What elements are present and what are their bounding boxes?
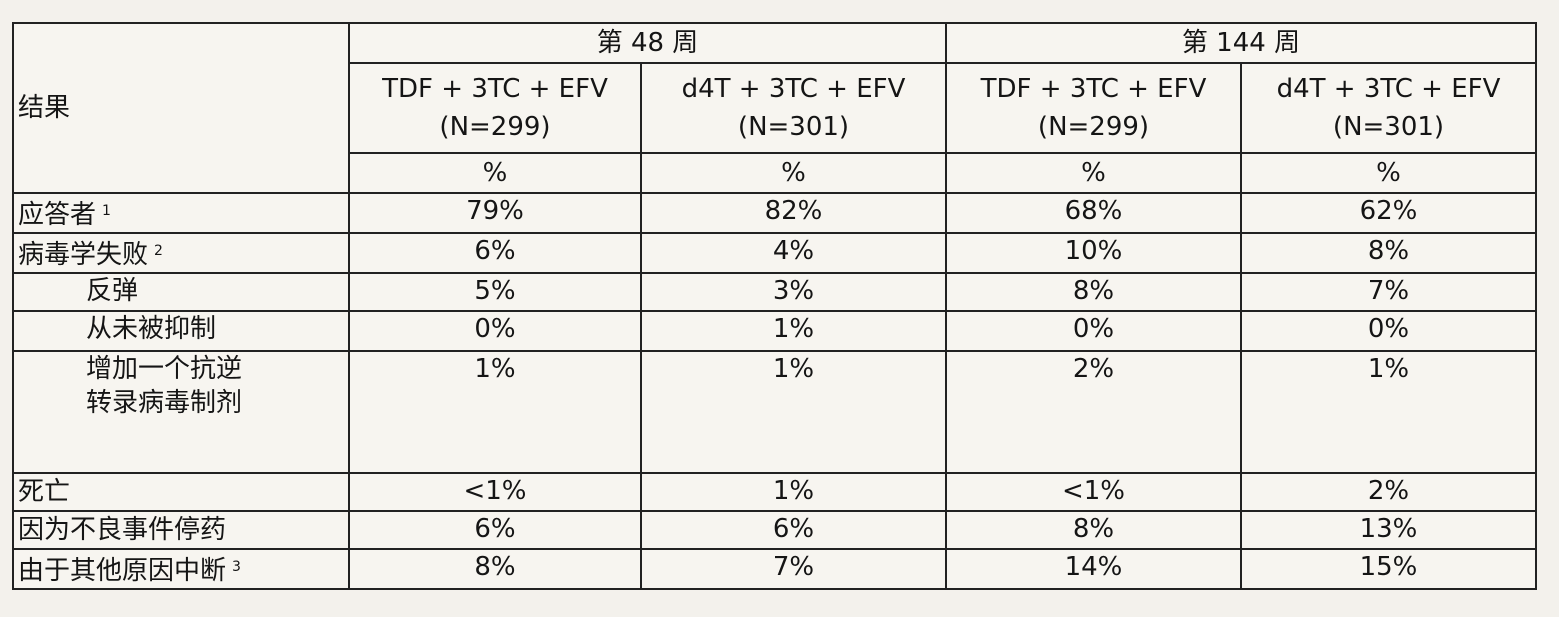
value-cell: 5% [348, 272, 642, 312]
value-cell: 1% [640, 310, 947, 352]
value-cell: 6% [348, 232, 642, 274]
value-cell: 68% [945, 192, 1242, 234]
label-text: 应答者 [18, 200, 97, 230]
week-group: 第 48 周 [348, 22, 947, 64]
value-cell: 1% [640, 472, 947, 512]
value-cell: 3% [640, 272, 947, 312]
footnote-ref: 2 [154, 243, 163, 259]
footnote-ref: 3 [232, 559, 241, 575]
value-cell: 15% [1240, 548, 1537, 590]
arm-header: d4T + 3TC + EFV (N=301) [640, 62, 947, 154]
arm-name: TDF + 3TC + EFV [980, 74, 1207, 104]
value-cell: 6% [348, 510, 642, 550]
table-row: 因为不良事件停药 6% 6% 8% 13% [12, 510, 1537, 550]
result-header: 结果 [12, 22, 350, 194]
table-row: 增加一个抗逆转录病毒制剂 1% 1% 2% 1% [12, 350, 1537, 474]
arm-name: d4T + 3TC + EFV [1276, 74, 1501, 104]
value-cell: 4% [640, 232, 947, 274]
table-row: 由于其他原因中断 3 8% 7% 14% 15% [12, 548, 1537, 590]
label-text: 由于其他原因中断 [18, 556, 227, 586]
table-row: 病毒学失败 2 6% 4% 10% 8% [12, 232, 1537, 274]
label-text: 反弹 [86, 276, 139, 306]
footnote-ref: 1 [102, 203, 111, 219]
value-cell: 1% [1240, 350, 1537, 474]
arm-header: TDF + 3TC + EFV (N=299) [348, 62, 642, 154]
value-cell: 2% [1240, 472, 1537, 512]
table-row: TDF + 3TC + EFV (N=299) d4T + 3TC + EFV (N=… [13, 62, 1537, 154]
arm-name: d4T + 3TC + EFV [681, 74, 906, 104]
value-cell: 8% [945, 510, 1242, 550]
value-cell: 82% [640, 192, 947, 234]
row-label: 应答者 1 [12, 192, 350, 234]
value-cell: 79% [348, 192, 642, 234]
value-cell: 1% [640, 350, 947, 474]
arm-n: (N=299) [1037, 112, 1150, 142]
value-cell: 2% [945, 350, 1242, 474]
table-row: 应答者 1 79% 82% 68% 62% [12, 192, 1537, 234]
sub-row-label: 反弹 [12, 272, 350, 312]
label-text: 死亡 [18, 477, 71, 507]
row-label: 由于其他原因中断 3 [12, 548, 350, 590]
value-cell: 8% [1240, 232, 1537, 274]
header-text: 结果 [18, 93, 71, 123]
value-cell: 14% [945, 548, 1242, 590]
week-group: 第 144 周 [945, 22, 1537, 64]
table-wrap: 结果 第 48 周第 144 周 TDF + 3TC + EFV (N=299) d4T… [12, 22, 1537, 590]
value-cell: 8% [348, 548, 642, 590]
sub-row-label: 增加一个抗逆转录病毒制剂 [12, 350, 350, 474]
arm-header: d4T + 3TC + EFV (N=301) [1240, 62, 1537, 154]
label-text: 从未被抑制 [86, 314, 217, 344]
value-cell: 0% [945, 310, 1242, 352]
table-row: 死亡 <1% 1% <1% 2% [12, 472, 1537, 512]
value-cell: 0% [1240, 310, 1537, 352]
table-row: 结果 第 48 周第 144 周 [12, 22, 1537, 194]
arm-header: TDF + 3TC + EFV (N=299) [945, 62, 1242, 154]
unit: % [945, 152, 1242, 194]
row-label: 死亡 [12, 472, 350, 512]
value-cell: 6% [640, 510, 947, 550]
value-cell: <1% [945, 472, 1242, 512]
value-cell: 1% [348, 350, 642, 474]
row-label: 因为不良事件停药 [12, 510, 350, 550]
value-cell: 10% [945, 232, 1242, 274]
value-cell: 8% [945, 272, 1242, 312]
value-cell: <1% [348, 472, 642, 512]
value-cell: 7% [640, 548, 947, 590]
arm-n: (N=299) [439, 112, 551, 142]
value-cell: 0% [348, 310, 642, 352]
table-row: 反弹 5% 3% 8% 7% [12, 272, 1537, 312]
row-label: 病毒学失败 2 [12, 232, 350, 274]
arm-name: TDF + 3TC + EFV [382, 74, 608, 104]
value-cell: 13% [1240, 510, 1537, 550]
label-text: 增加一个抗逆转录病毒制剂 [86, 354, 243, 418]
table-row: 从未被抑制 0% 1% 0% 0% [12, 310, 1537, 352]
value-cell: 7% [1240, 272, 1537, 312]
arm-n: (N=301) [737, 112, 850, 142]
table-row: %%%% [13, 152, 1537, 194]
label-text: 病毒学失败 [18, 240, 149, 270]
value-cell: 62% [1240, 192, 1537, 234]
unit: % [348, 152, 642, 194]
unit: % [1240, 152, 1537, 194]
unit: % [640, 152, 947, 194]
arm-n: (N=301) [1332, 112, 1445, 142]
sub-row-label: 从未被抑制 [12, 310, 350, 352]
results-table: 结果 第 48 周第 144 周 TDF + 3TC + EFV (N=299) d4T… [12, 22, 1537, 590]
label-text: 因为不良事件停药 [18, 515, 227, 545]
